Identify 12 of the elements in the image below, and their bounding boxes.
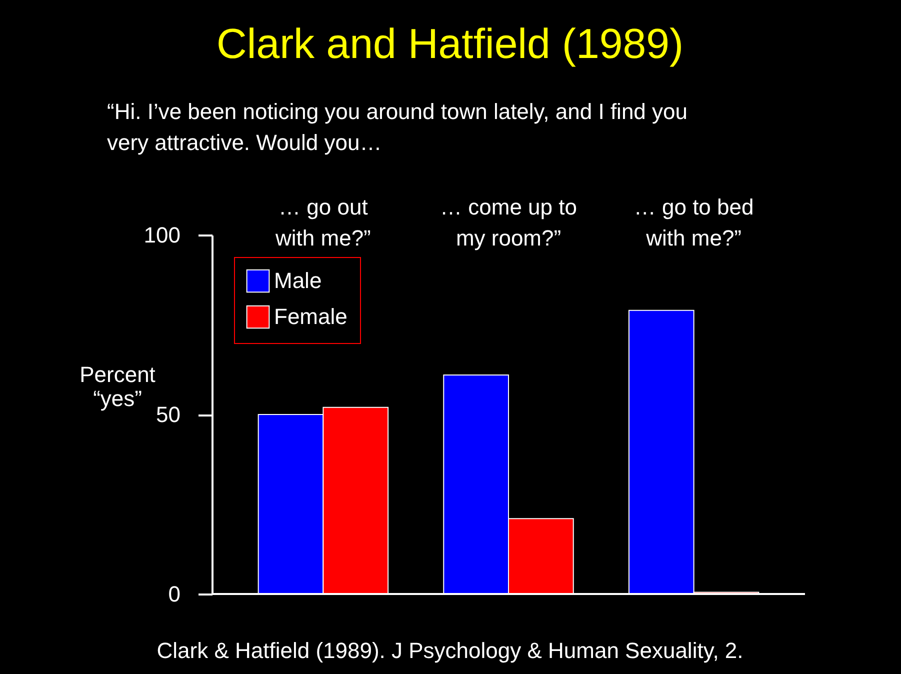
y-tick-label: 100	[144, 222, 180, 248]
y-tick-label: 0	[168, 582, 180, 606]
legend-label: Male	[274, 268, 322, 293]
chart-title: Clark and Hatfield (1989)	[216, 20, 684, 67]
x-tick-label: … go out with me?”	[274, 194, 371, 250]
y-tick-label: 50	[156, 402, 180, 427]
text: Clark & Hatfield (1989). J Psychology & Human Sexuality, 2.	[156, 638, 744, 663]
legend-label: Female	[274, 304, 348, 329]
y-axis-title: Percent “yes”	[80, 362, 156, 411]
x-tick-label: … come up to my room?”	[440, 194, 577, 250]
chart-subtitle: “Hi. I’ve been noticing you around town lately, and I find you very attractive. Would you…	[107, 99, 688, 155]
x-tick-label: … go to bed with me?”	[634, 194, 754, 250]
